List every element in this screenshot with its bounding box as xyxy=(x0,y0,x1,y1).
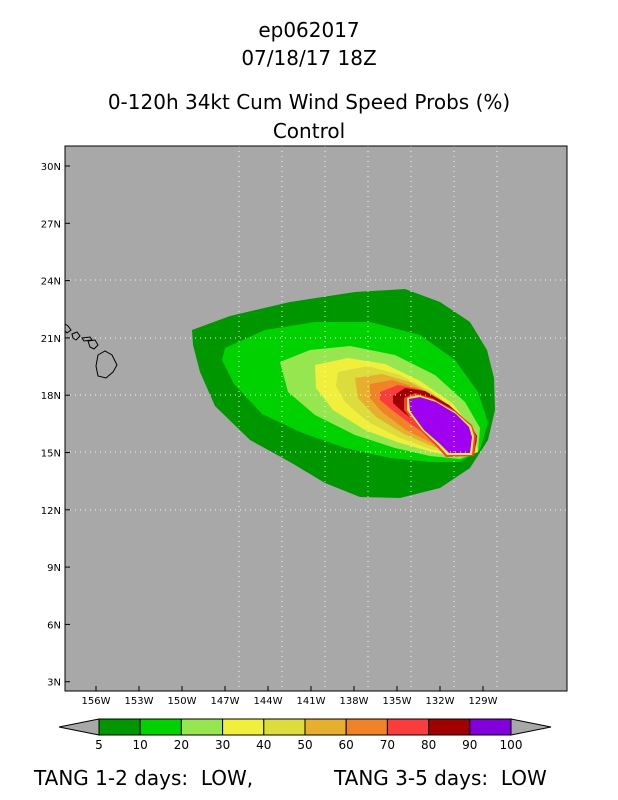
lon-label: 132W xyxy=(426,696,455,707)
lon-label: 153W xyxy=(125,696,154,707)
legend-low-arrow xyxy=(58,718,100,736)
legend-tick-label: 60 xyxy=(339,738,354,752)
legend-tick-label: 90 xyxy=(462,738,477,752)
lon-label: 135W xyxy=(383,696,412,707)
legend-tick-label: 40 xyxy=(256,738,271,752)
member-title: Control xyxy=(272,119,346,143)
lat-label: 18N xyxy=(41,391,61,402)
lat-label: 15N xyxy=(41,449,61,460)
legend-swatch xyxy=(428,718,471,736)
lon-label: 147W xyxy=(211,696,240,707)
island-maui xyxy=(87,339,99,350)
lat-label: 27N xyxy=(41,219,61,230)
legend-tick-label: 10 xyxy=(133,738,148,752)
island-kauai xyxy=(64,323,72,334)
lat-label: 9N xyxy=(47,563,61,574)
legend-tick-label: 20 xyxy=(174,738,189,752)
legend-swatch xyxy=(139,718,182,736)
lon-label: 141W xyxy=(297,696,326,707)
lat-label: 3N xyxy=(47,678,61,689)
legend-swatch xyxy=(469,718,512,736)
legend-swatch xyxy=(386,718,430,736)
tang-1-2-days: TANG 1-2 days: LOW, xyxy=(34,766,254,790)
tang-3-5-days: TANG 3-5 days: LOW xyxy=(334,766,547,790)
legend-swatch xyxy=(345,718,388,736)
legend-swatch xyxy=(304,718,347,736)
legend-tick-label: 70 xyxy=(380,738,395,752)
lat-label: 12N xyxy=(41,506,61,517)
hawaiian-islands xyxy=(64,323,118,379)
contour-90pct xyxy=(409,397,472,453)
legend-tick-label: 100 xyxy=(500,738,523,752)
lat-lon-grid xyxy=(65,146,567,691)
legend-swatch xyxy=(180,718,224,736)
legend-tick-label: 5 xyxy=(95,738,103,752)
legend-tick-label: 30 xyxy=(215,738,230,752)
island-oahu xyxy=(71,331,81,341)
lon-label: 138W xyxy=(340,696,369,707)
lat-label: 21N xyxy=(41,334,61,345)
longitude-axis: 156W 153W 150W 147W 144W 141W 138W 135W 132W 129W xyxy=(82,686,498,707)
legend-swatch xyxy=(263,718,306,736)
island-hawaii xyxy=(95,350,118,379)
latitude-axis: 30N 27N 24N 21N 18N 15N 12N 9N 6N 3N xyxy=(41,162,70,689)
lon-label: 150W xyxy=(168,696,197,707)
lon-label: 144W xyxy=(254,696,283,707)
probability-contours xyxy=(192,289,495,498)
lon-label: 156W xyxy=(82,696,111,707)
lat-label: 30N xyxy=(41,162,61,173)
legend-colorbar: 5 10 20 30 40 50 60 70 80 90 100 xyxy=(58,718,552,752)
lat-label: 24N xyxy=(41,277,61,288)
legend-swatch xyxy=(222,718,265,736)
product-title: 0-120h 34kt Cum Wind Speed Probs (%) xyxy=(107,90,511,114)
legend-tick-label: 50 xyxy=(297,738,312,752)
legend-tick-label: 80 xyxy=(421,738,436,752)
lon-label: 129W xyxy=(469,696,498,707)
legend-swatch xyxy=(98,718,141,736)
legend-high-arrow xyxy=(510,718,552,736)
lat-label: 6N xyxy=(47,620,61,631)
datetime-title: 07/18/17 18Z xyxy=(241,46,377,70)
map-frame xyxy=(64,145,568,692)
storm-id-title: ep062017 xyxy=(258,18,360,42)
